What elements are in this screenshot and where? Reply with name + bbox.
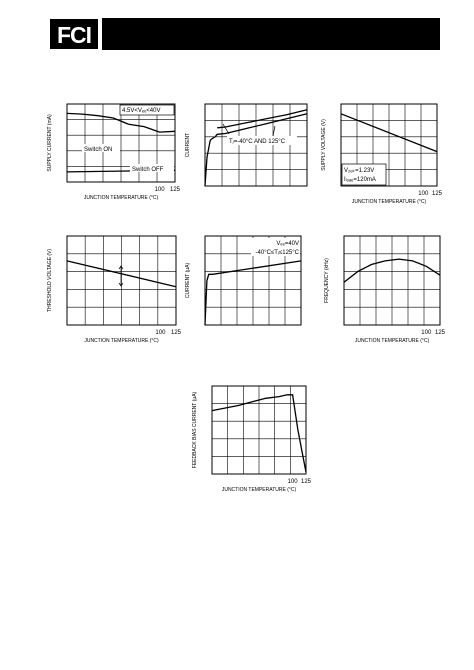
arrowhead-up-icon: [118, 265, 124, 270]
plot-frame: [211, 385, 307, 475]
x-tick-label: 100: [155, 187, 166, 193]
plot-frame: [204, 103, 308, 187]
x-tick-label: 125: [170, 187, 181, 193]
annotation-bg: [82, 144, 120, 152]
y-axis-label: SUPPLY CURRENT (mA): [47, 114, 53, 172]
annotation-temp-range: -40°C≤Tⱼ≤125°C: [256, 250, 300, 256]
annotation-iload: Iₗₒₐₑ=120mA: [344, 177, 376, 183]
chart-current-ua: CURRENT (µA) Vₑₑ=40V -40°C≤Tⱼ≤125°C: [175, 225, 325, 355]
x-axis-label: JUNCTION TEMPERATURE (°C): [355, 338, 430, 344]
page-header: FCI: [50, 17, 440, 51]
y-axis-label: FEEDBACK BIAS CURRENT (µA): [192, 391, 198, 468]
plot-frame: [343, 235, 441, 326]
y-axis-label: THRESHOLD VOLTAGE (V): [47, 249, 53, 312]
chart-svg: CURRENT (µA) Vₑₑ=40V -40°C≤Tⱼ≤125°C: [185, 235, 302, 326]
fci-logo: FCI: [50, 17, 98, 51]
annotation-vcc: Vₑₑ=40V: [276, 241, 299, 247]
chart-svg: THRESHOLD VOLTAGE (V) 100 125 JUNCTION TEMP…: [47, 235, 182, 344]
header-banner: [102, 18, 440, 50]
svg-text:FCI: FCI: [57, 22, 91, 48]
x-tick-label: 125: [432, 191, 443, 197]
annotation-switch-on: Switch ON: [84, 147, 112, 153]
series-line-1: [66, 260, 177, 288]
series-line-1: [211, 394, 307, 473]
x-axis-label: JUNCTION TEMPERATURE (°C): [352, 199, 427, 205]
annotation-bg: [251, 238, 300, 256]
series-line-2: [217, 109, 308, 129]
chart-threshold-voltage: THRESHOLD VOLTAGE (V) 100 125 JUNCTION TEMP…: [40, 225, 190, 355]
chart-supply-current: SUPPLY CURRENT (mA) 100 125 JUNCTION TEMPER…: [40, 90, 190, 220]
chart-supply-voltage: SUPPLY VOLTAGE (V) 100 125 JUNCTION TEMPERA…: [310, 90, 460, 220]
chart-current-vs-voltage: CURRENT Tⱼ=-40°C AND 125°C: [175, 90, 325, 220]
annotation-vref: V₂ₑₖ=1.23V: [344, 168, 374, 174]
arrowhead-down-icon: [118, 282, 124, 287]
plot-frame: [66, 103, 176, 183]
chart-feedback-bias-current: FEEDBACK BIAS CURRENT (µA) 100 125 JUNCTION…: [185, 375, 335, 505]
annotation-bg: [227, 136, 297, 145]
y-axis-label: SUPPLY VOLTAGE (V): [321, 119, 327, 171]
x-tick-label: 100: [155, 330, 166, 336]
plot-frame: [204, 235, 302, 326]
x-axis-label: JUNCTION TEMPERATURE (°C): [84, 338, 159, 344]
annotation-temperature: Tⱼ=-40°C AND 125°C: [229, 139, 286, 145]
annotation-arrow: [272, 125, 276, 137]
x-tick-label: 125: [171, 330, 182, 336]
annotation-box: [341, 163, 387, 186]
y-axis-label: CURRENT: [185, 133, 191, 157]
series-line-1: [343, 258, 441, 283]
annotation-voltage-range: 4.5V<Vₑₑ<40V: [122, 108, 161, 114]
x-tick-label: 100: [288, 479, 299, 485]
chart-svg: FREQUENCY (kHz) 100 125 JUNCTION TEMPERATUR…: [324, 235, 446, 344]
plot-frame: [66, 235, 177, 326]
chart-svg: CURRENT Tⱼ=-40°C AND 125°C: [185, 103, 308, 187]
series-line-1: [66, 112, 176, 133]
chart-svg: SUPPLY CURRENT (mA) 100 125 JUNCTION TEMPER…: [47, 103, 181, 201]
annotation-arrow: [222, 123, 230, 135]
x-axis-label: JUNCTION TEMPERATURE (°C): [222, 487, 297, 493]
x-tick-label: 100: [421, 330, 432, 336]
annotation-bg: [130, 164, 174, 172]
annotation-box: [119, 104, 175, 116]
y-axis-label: CURRENT (µA): [185, 263, 191, 299]
chart-svg: SUPPLY VOLTAGE (V) 100 125 JUNCTION TEMPERA…: [321, 103, 443, 205]
series-line-1: [340, 113, 438, 153]
chart-svg: FEEDBACK BIAS CURRENT (µA) 100 125 JUNCTION…: [192, 385, 312, 493]
x-axis-label: JUNCTION TEMPERATURE (°C): [84, 195, 159, 201]
x-tick-label: 100: [418, 191, 429, 197]
x-tick-label: 125: [301, 479, 312, 485]
annotation-switch-off: Switch OFF: [132, 167, 164, 173]
plot-frame: [340, 103, 438, 187]
x-tick-label: 125: [435, 330, 446, 336]
series-line-1: [204, 260, 302, 326]
chart-frequency: FREQUENCY (kHz) 100 125 JUNCTION TEMPERATUR…: [310, 225, 460, 355]
series-line-1: [204, 113, 308, 187]
y-axis-label: FREQUENCY (kHz): [324, 258, 330, 303]
